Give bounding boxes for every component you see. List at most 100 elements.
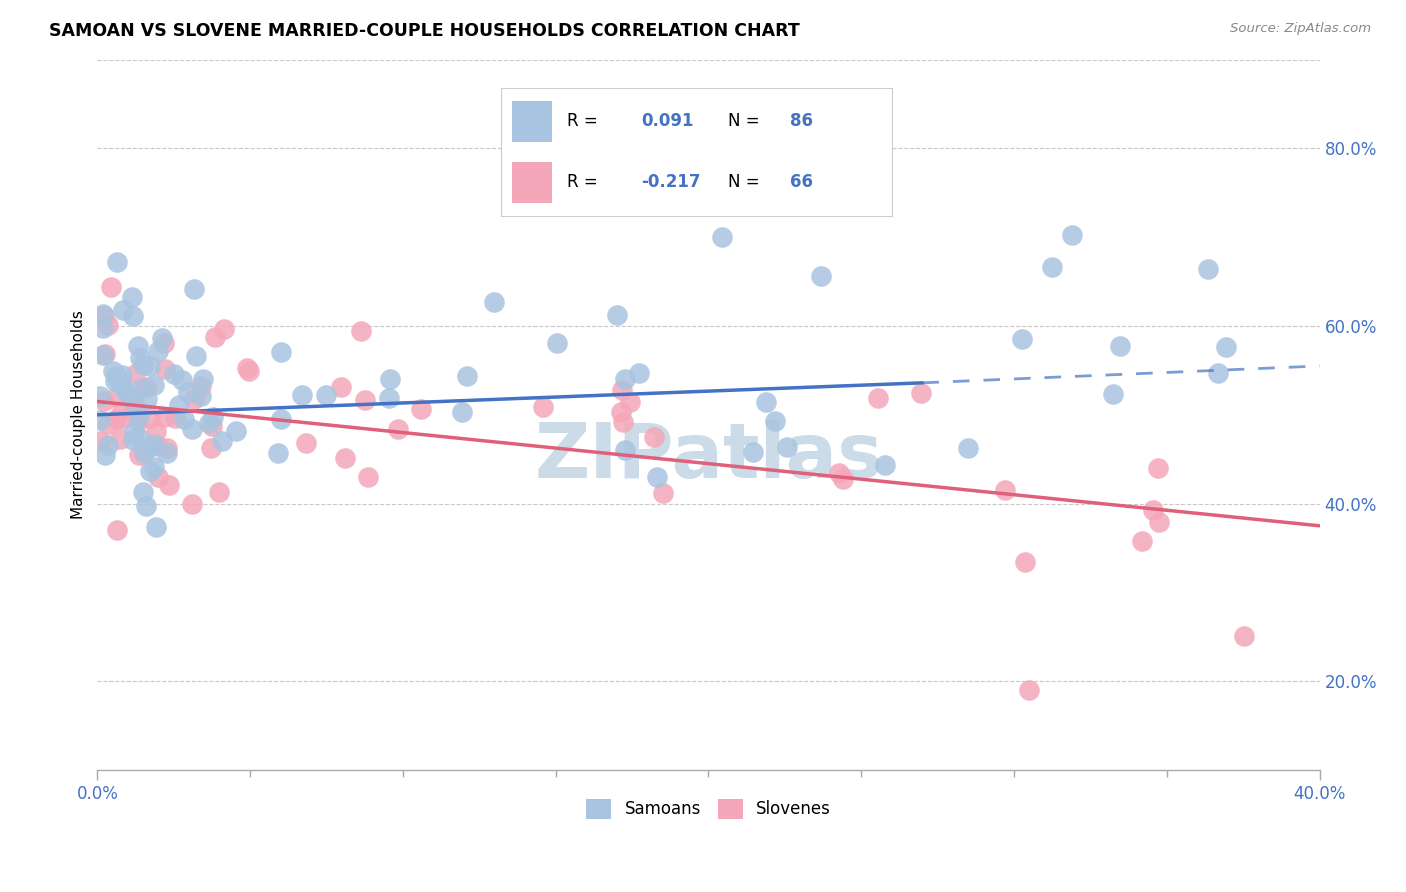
Point <box>711 230 734 244</box>
Point <box>1040 260 1063 274</box>
Point <box>112 303 135 318</box>
Point <box>198 416 221 430</box>
Point <box>173 412 195 426</box>
Point <box>145 520 167 534</box>
Point <box>170 373 193 387</box>
Point <box>910 385 932 400</box>
Point <box>184 349 207 363</box>
Point <box>866 391 889 405</box>
Point <box>531 400 554 414</box>
Point <box>97 417 120 431</box>
Point <box>1108 339 1130 353</box>
Point <box>1215 340 1237 354</box>
Text: SAMOAN VS SLOVENE MARRIED-COUPLE HOUSEHOLDS CORRELATION CHART: SAMOAN VS SLOVENE MARRIED-COUPLE HOUSEHO… <box>49 22 800 40</box>
Point <box>1149 515 1171 529</box>
Point <box>212 322 235 336</box>
Point <box>645 470 668 484</box>
Point <box>105 411 128 425</box>
Point <box>167 398 190 412</box>
Point <box>135 499 157 513</box>
Point <box>163 368 186 382</box>
Point <box>190 388 212 402</box>
Point <box>143 436 166 450</box>
Point <box>350 324 373 338</box>
Point <box>157 477 180 491</box>
Point <box>101 364 124 378</box>
Point <box>94 347 117 361</box>
Point <box>211 434 233 449</box>
Point <box>135 380 157 394</box>
Point <box>135 392 157 407</box>
Point <box>236 360 259 375</box>
Point <box>267 446 290 460</box>
Text: Source: ZipAtlas.com: Source: ZipAtlas.com <box>1230 22 1371 36</box>
Point <box>139 464 162 478</box>
Point <box>124 367 146 381</box>
Point <box>89 388 111 402</box>
Point <box>1233 629 1256 643</box>
Point <box>628 366 651 380</box>
Point <box>139 411 162 425</box>
Point <box>183 392 205 407</box>
Point <box>156 441 179 455</box>
Point <box>150 331 173 345</box>
Point <box>193 372 215 386</box>
Point <box>238 364 260 378</box>
Point <box>225 424 247 438</box>
Point <box>110 377 132 392</box>
Point <box>200 441 222 455</box>
Point <box>146 343 169 358</box>
Point <box>128 448 150 462</box>
Point <box>155 362 177 376</box>
Point <box>356 470 378 484</box>
Text: ZIPatlas: ZIPatlas <box>534 420 883 494</box>
Point <box>121 290 143 304</box>
Point <box>138 441 160 455</box>
Point <box>131 381 153 395</box>
Point <box>1014 555 1036 569</box>
Point <box>1206 366 1229 380</box>
Point <box>994 483 1017 497</box>
Point <box>776 440 799 454</box>
Point <box>177 384 200 399</box>
Point <box>104 390 127 404</box>
Point <box>105 255 128 269</box>
Point <box>613 372 636 386</box>
Point <box>741 445 763 459</box>
Point <box>315 388 337 402</box>
Point <box>1011 333 1033 347</box>
Point <box>409 402 432 417</box>
Point <box>201 419 224 434</box>
Point <box>755 394 778 409</box>
Y-axis label: Married-couple Households: Married-couple Households <box>72 310 86 519</box>
Point <box>204 330 226 344</box>
Point <box>832 472 855 486</box>
Point <box>546 336 568 351</box>
Point <box>613 443 636 458</box>
Point <box>93 310 115 324</box>
Point <box>104 369 127 384</box>
Point <box>125 401 148 416</box>
Point <box>91 321 114 335</box>
Point <box>190 378 212 392</box>
Point <box>380 372 402 386</box>
Point <box>295 435 318 450</box>
Point <box>354 392 377 407</box>
Point <box>127 339 149 353</box>
Point <box>651 486 673 500</box>
Point <box>97 318 120 332</box>
Point <box>163 410 186 425</box>
Point <box>606 309 628 323</box>
Point <box>93 393 115 408</box>
Point <box>93 307 115 321</box>
Point <box>128 409 150 423</box>
Point <box>120 392 142 407</box>
Point <box>291 388 314 402</box>
Point <box>180 497 202 511</box>
Point <box>451 405 474 419</box>
Legend: Samoans, Slovenes: Samoans, Slovenes <box>579 792 838 826</box>
Point <box>610 405 633 419</box>
Point <box>111 411 134 425</box>
Point <box>180 422 202 436</box>
Point <box>139 359 162 373</box>
